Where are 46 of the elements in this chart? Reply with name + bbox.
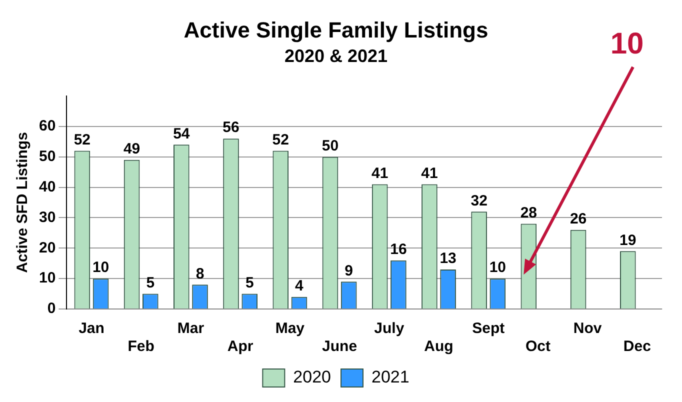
y-tick-label: 0 <box>47 300 56 318</box>
data-label: 8 <box>196 265 204 282</box>
data-label: 13 <box>440 250 456 268</box>
x-tick-label: May <box>275 320 306 338</box>
x-tick-label: Oct <box>525 338 550 356</box>
data-label: 41 <box>421 164 438 182</box>
x-tick-label: Dec <box>623 338 651 356</box>
chart-subtitle: 2020 & 2021 <box>284 46 388 66</box>
x-tick-label: July <box>374 320 405 338</box>
x-tick-label: Aug <box>424 338 454 356</box>
y-axis-title: Active SFD Listings <box>14 132 32 273</box>
legend-label: 2020 <box>293 368 332 387</box>
y-tick-label: 20 <box>38 239 56 256</box>
y-tick-label: 30 <box>38 208 56 226</box>
data-label: 50 <box>322 138 339 154</box>
x-tick-label: Mar <box>177 320 204 338</box>
data-label: 26 <box>570 210 587 228</box>
data-label: 16 <box>390 240 407 258</box>
chart-title: Active Single Family Listings <box>184 17 488 42</box>
data-label: 9 <box>344 262 354 280</box>
data-label: 32 <box>470 192 488 210</box>
x-tick-label: Nov <box>573 320 602 338</box>
data-label: 5 <box>146 274 155 292</box>
data-label: 56 <box>222 119 240 136</box>
data-label: 4 <box>295 277 304 294</box>
data-label: 52 <box>74 131 91 148</box>
data-label: 5 <box>245 274 254 292</box>
data-label: 41 <box>372 164 388 182</box>
y-tick-label: 60 <box>38 118 56 135</box>
x-tick-label: Jan <box>78 320 104 338</box>
x-tick-label: Feb <box>128 338 154 356</box>
x-tick-label: Sept <box>472 320 505 338</box>
data-label: 10 <box>489 259 506 276</box>
y-tick-label: 50 <box>38 148 56 165</box>
data-label: 52 <box>272 131 289 148</box>
data-label: 49 <box>123 140 140 158</box>
data-label: 54 <box>173 125 190 142</box>
text: 10 <box>610 27 644 60</box>
data-label: 19 <box>620 232 636 249</box>
y-tick-label: 40 <box>38 178 56 196</box>
legend-label: 2021 <box>372 368 410 387</box>
data-label: 28 <box>520 204 538 222</box>
x-tick-label: Apr <box>227 338 254 356</box>
data-label: 10 <box>92 259 110 276</box>
y-tick-label: 10 <box>38 270 56 287</box>
x-tick-label: June <box>322 338 358 356</box>
